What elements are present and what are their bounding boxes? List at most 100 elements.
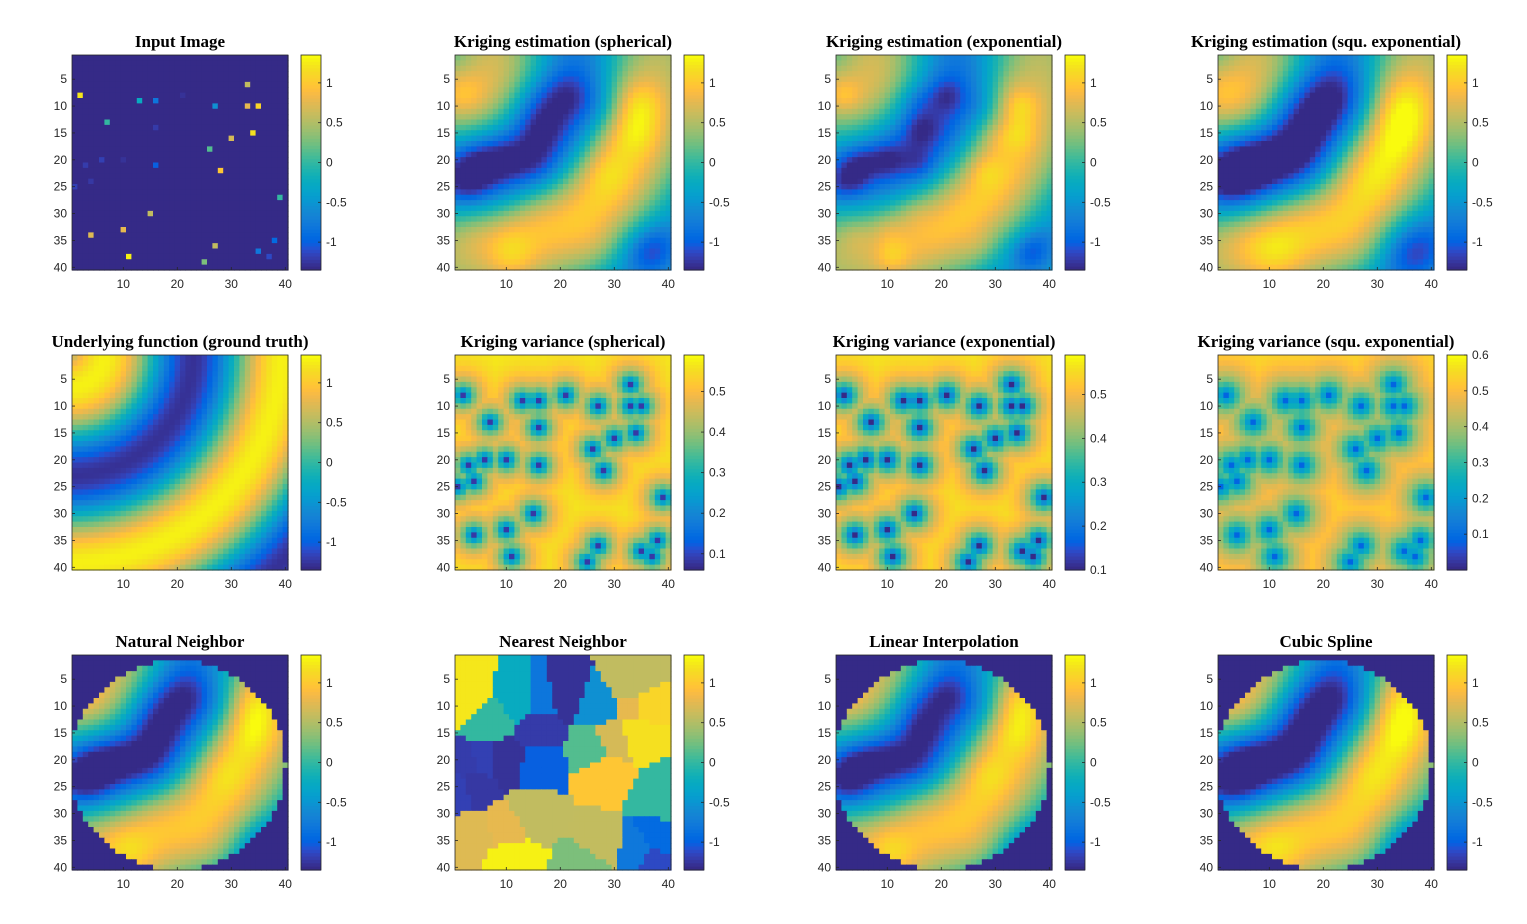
heatmap-cell (847, 232, 853, 238)
heatmap-cell (1009, 60, 1015, 66)
heatmap-cell (993, 93, 999, 99)
heatmap-cell (601, 103, 607, 109)
heatmap-cell (655, 114, 661, 120)
heatmap-cell (1030, 259, 1036, 265)
heatmap-cell (83, 130, 89, 136)
heatmap-cell (939, 71, 945, 77)
heatmap-cell (949, 168, 955, 174)
heatmap-cell (175, 136, 181, 142)
heatmap-cell (879, 195, 885, 201)
heatmap-cell (180, 222, 186, 228)
heatmap-cell (868, 216, 874, 222)
heatmap-cell (460, 120, 466, 126)
heatmap-cell (466, 216, 472, 222)
heatmap-cell (563, 173, 569, 179)
heatmap-cell (191, 184, 197, 190)
heatmap-cell (266, 98, 272, 104)
heatmap-cell (169, 200, 175, 206)
heatmap-cell (218, 222, 224, 228)
heatmap-cell (836, 120, 842, 126)
heatmap-cell (928, 77, 934, 83)
heatmap-cell (525, 195, 531, 201)
heatmap-cell (158, 120, 164, 126)
heatmap-cell (595, 222, 601, 228)
heatmap-cell (1041, 259, 1047, 265)
heatmap-cell (841, 71, 847, 77)
heatmap-cell (633, 173, 639, 179)
heatmap-cell (142, 103, 148, 109)
heatmap-cell (1020, 71, 1026, 77)
heatmap-cell (590, 141, 596, 147)
heatmap-cell (110, 141, 116, 147)
heatmap-cell (148, 71, 154, 77)
heatmap-cell (202, 136, 208, 142)
heatmap-cell (455, 227, 461, 233)
heatmap-cell (175, 222, 181, 228)
heatmap-cell (218, 259, 224, 265)
heatmap-cell (639, 130, 645, 136)
heatmap-cell (847, 141, 853, 147)
heatmap-cell (955, 222, 961, 228)
heatmap-cell (1025, 103, 1031, 109)
heatmap-cell (137, 146, 143, 152)
heatmap-cell (885, 168, 891, 174)
heatmap-cell (94, 157, 100, 163)
heatmap-cell (131, 141, 137, 147)
heatmap-cell (901, 120, 907, 126)
heatmap-cell (277, 125, 283, 131)
heatmap-cell (110, 232, 116, 238)
heatmap-cell (1025, 179, 1031, 185)
heatmap-cell (536, 216, 542, 222)
heatmap-cell (498, 216, 504, 222)
heatmap-cell (863, 259, 869, 265)
heatmap-cell (966, 200, 972, 206)
heatmap-cell (196, 120, 202, 126)
heatmap-cell (536, 82, 542, 88)
heatmap-cell (256, 195, 262, 201)
heatmap-cell (939, 66, 945, 72)
heatmap-cell (131, 98, 137, 104)
heatmap-cell (547, 87, 553, 93)
heatmap-cell (906, 163, 912, 169)
heatmap-cell (993, 227, 999, 233)
heatmap-cell (579, 232, 585, 238)
heatmap-cell (993, 77, 999, 83)
heatmap-cell (164, 259, 170, 265)
heatmap-cell (885, 211, 891, 217)
heatmap-cell (585, 114, 591, 120)
heatmap-cell (229, 232, 235, 238)
heatmap-cell (655, 200, 661, 206)
heatmap-cell (917, 157, 923, 163)
heatmap-cell (879, 259, 885, 265)
heatmap-cell (606, 103, 612, 109)
heatmap-cell (858, 211, 864, 217)
heatmap-cell (110, 168, 116, 174)
heatmap-cell (879, 130, 885, 136)
heatmap-cell (955, 216, 961, 222)
heatmap-cell (949, 93, 955, 99)
heatmap-cell (890, 152, 896, 158)
heatmap-cell (852, 152, 858, 158)
heatmap-cell (234, 109, 240, 115)
heatmap-cell (460, 259, 466, 265)
heatmap-cell (949, 189, 955, 195)
heatmap-cell (1009, 82, 1015, 88)
heatmap-cell (88, 189, 94, 195)
heatmap-cell (229, 259, 235, 265)
heatmap-cell (218, 163, 224, 169)
heatmap-cell (1014, 66, 1020, 72)
heatmap-cell (180, 179, 186, 185)
heatmap-cell (77, 195, 83, 201)
heatmap-cell (858, 232, 864, 238)
heatmap-cell (563, 168, 569, 174)
heatmap-cell (885, 136, 891, 142)
heatmap-cell (493, 93, 499, 99)
heatmap-cell (218, 232, 224, 238)
heatmap-cell (590, 227, 596, 233)
heatmap-cell (94, 249, 100, 255)
heatmap-cell (541, 243, 547, 249)
heatmap-cell (256, 66, 262, 72)
heatmap-cell (966, 238, 972, 244)
heatmap-cell (202, 66, 208, 72)
